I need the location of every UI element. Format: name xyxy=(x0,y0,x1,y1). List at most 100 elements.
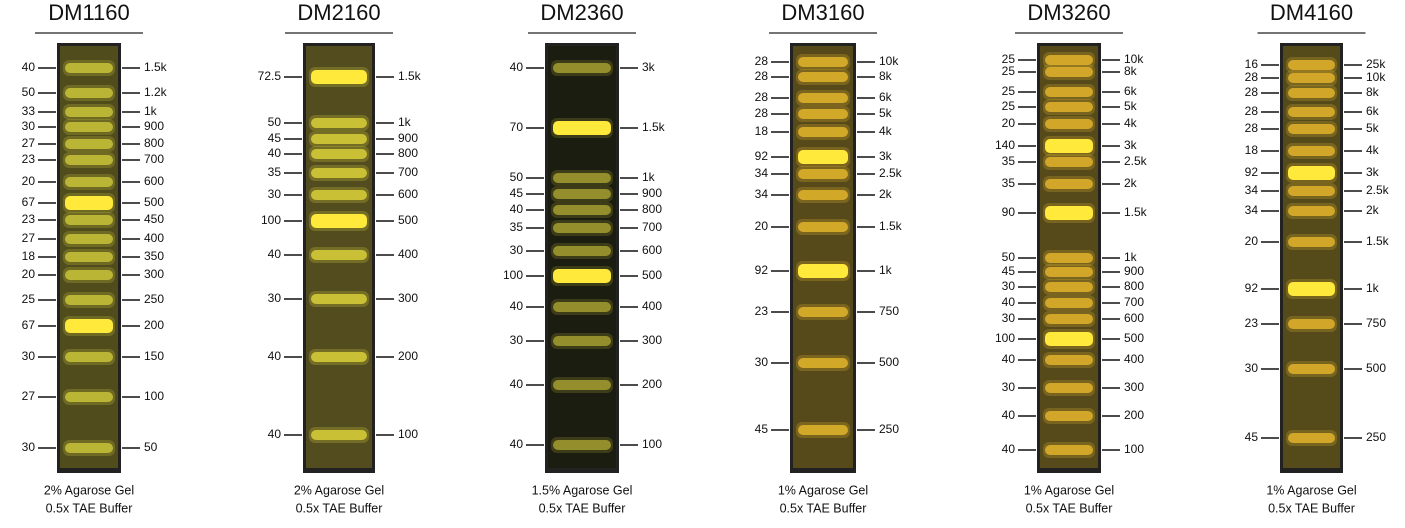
band-size: 250 xyxy=(879,422,899,436)
band-mass: 27 xyxy=(22,231,36,245)
band-mass: 33 xyxy=(22,104,36,118)
band-mass: 30 xyxy=(22,119,36,133)
gel-note: 0.5x TAE Buffer xyxy=(1026,501,1113,515)
ladder: DM2360 40 3k 70 1.5k 50 1k 45 900 40 800 35 700 30 600… xyxy=(503,0,666,515)
band-mass: 35 xyxy=(268,165,282,179)
band-size: 2.5k xyxy=(1366,183,1390,197)
band-mass: 23 xyxy=(1245,316,1259,330)
band-size: 600 xyxy=(144,174,164,188)
band xyxy=(798,150,848,164)
band-size: 3k xyxy=(642,60,656,74)
band xyxy=(65,295,113,305)
band-size: 300 xyxy=(398,291,418,305)
band xyxy=(1045,157,1093,167)
band xyxy=(1288,146,1335,156)
band xyxy=(553,246,611,256)
band-size: 8k xyxy=(1124,64,1138,78)
band xyxy=(798,93,848,103)
band-mass: 18 xyxy=(22,249,36,263)
band-mass: 40 xyxy=(1002,352,1016,366)
band-mass: 23 xyxy=(22,212,36,226)
band xyxy=(1045,179,1093,189)
band xyxy=(65,88,113,98)
band-size: 200 xyxy=(642,377,662,391)
band-size: 25k xyxy=(1366,57,1386,71)
band-size: 1.2k xyxy=(144,85,168,99)
band xyxy=(1045,445,1093,455)
band-size: 4k xyxy=(879,124,893,138)
gel-note: 1.5% Agarose Gel xyxy=(532,483,633,497)
band-mass: 27 xyxy=(22,389,36,403)
band-mass: 20 xyxy=(22,267,36,281)
band xyxy=(65,215,113,225)
band-mass: 40 xyxy=(1002,442,1016,456)
gel-note: 1% Agarose Gel xyxy=(1266,483,1356,497)
band-size: 900 xyxy=(398,131,418,145)
band-size: 1.5k xyxy=(1366,234,1390,248)
band xyxy=(311,352,367,362)
band-size: 5k xyxy=(879,106,893,120)
band xyxy=(311,168,367,178)
band xyxy=(553,121,611,135)
band-size: 6k xyxy=(879,90,893,104)
band-mass: 92 xyxy=(1245,165,1259,179)
band-size: 10k xyxy=(1124,52,1144,66)
band-size: 5k xyxy=(1366,121,1380,135)
band-size: 900 xyxy=(642,186,662,200)
gel-note: 2% Agarose Gel xyxy=(294,483,384,497)
band xyxy=(1045,102,1093,112)
band xyxy=(65,392,113,402)
band xyxy=(798,169,848,179)
band xyxy=(65,352,113,362)
band-size: 6k xyxy=(1124,84,1138,98)
band-size: 200 xyxy=(1124,408,1144,422)
ladder-title: DM3260 xyxy=(1027,0,1110,25)
band-mass: 20 xyxy=(1002,116,1016,130)
band xyxy=(1288,166,1335,180)
band-mass: 40 xyxy=(1002,408,1016,422)
band xyxy=(798,358,848,368)
band xyxy=(798,307,848,317)
band xyxy=(1045,67,1093,77)
ladder: DM1160 40 1.5k 50 1.2k 33 1k 30 900 27 800 23 700 20 6… xyxy=(22,0,168,515)
band-size: 4k xyxy=(1366,143,1380,157)
band-mass: 30 xyxy=(755,355,769,369)
band-mass: 67 xyxy=(22,195,36,209)
band-size: 500 xyxy=(144,195,164,209)
band-mass: 23 xyxy=(22,152,36,166)
band-mass: 28 xyxy=(755,106,769,120)
band-mass: 25 xyxy=(1002,84,1016,98)
band xyxy=(798,127,848,137)
band-size: 100 xyxy=(642,437,662,451)
band xyxy=(311,430,367,440)
band xyxy=(553,269,611,283)
band-size: 5k xyxy=(1124,99,1138,113)
band xyxy=(311,190,367,200)
band-size: 500 xyxy=(1366,361,1386,375)
ladder-title: DM3160 xyxy=(781,0,864,25)
band-mass: 40 xyxy=(268,146,282,160)
band-mass: 25 xyxy=(22,292,36,306)
band xyxy=(311,134,367,144)
band-size: 400 xyxy=(642,299,662,313)
band xyxy=(798,264,848,278)
band-mass: 50 xyxy=(1002,250,1016,264)
ladder-title: DM2160 xyxy=(297,0,380,25)
band xyxy=(1288,319,1335,329)
band xyxy=(65,177,113,187)
band-size: 900 xyxy=(144,119,164,133)
band-size: 2k xyxy=(1366,203,1380,217)
gel-note: 1% Agarose Gel xyxy=(778,483,868,497)
band xyxy=(65,107,113,117)
band-mass: 92 xyxy=(755,149,769,163)
band-mass: 30 xyxy=(268,187,282,201)
band xyxy=(553,223,611,233)
band-mass: 67 xyxy=(22,318,36,332)
band xyxy=(553,189,611,199)
band-size: 50 xyxy=(144,440,158,454)
band-size: 800 xyxy=(1124,279,1144,293)
band xyxy=(798,72,848,82)
band-size: 100 xyxy=(398,427,418,441)
ladder-title: DM2360 xyxy=(540,0,623,25)
band-size: 750 xyxy=(1366,316,1386,330)
